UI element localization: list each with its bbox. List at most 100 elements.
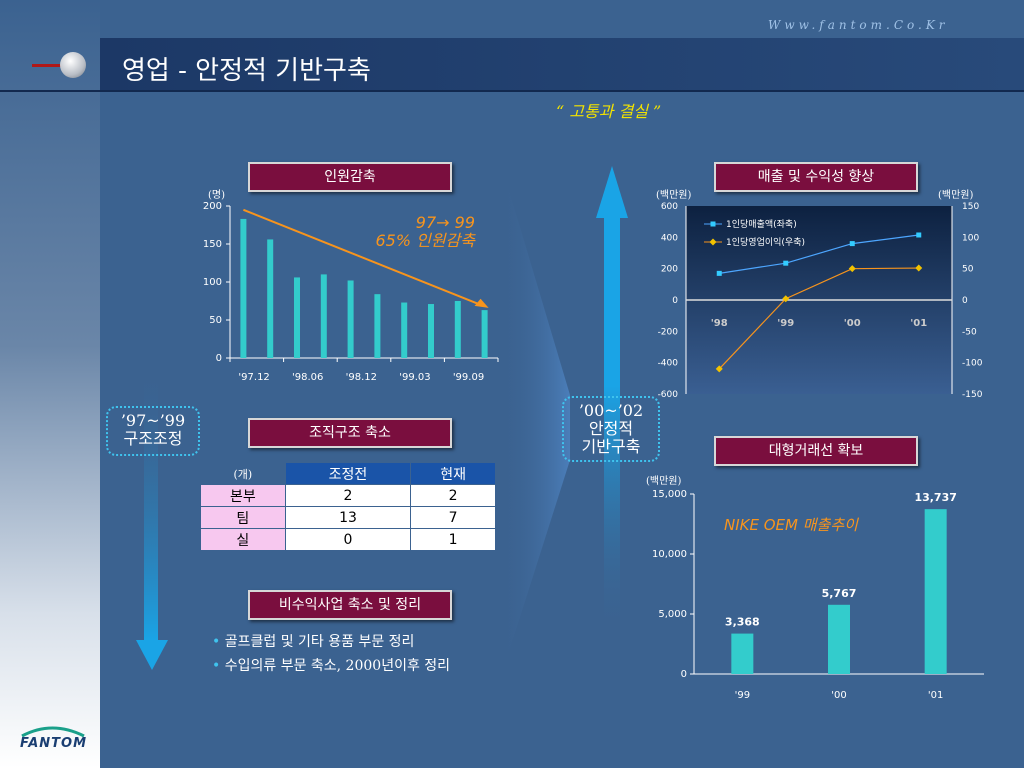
bar bbox=[347, 280, 354, 358]
y-left-tick-label: 200 bbox=[661, 265, 678, 275]
phase-right-label-2: 기반구축 bbox=[581, 437, 641, 456]
series-point bbox=[915, 264, 923, 272]
anno-year-end: 99 bbox=[449, 213, 475, 232]
x-tick-label: '99.03 bbox=[399, 372, 430, 383]
x-tick-label: '00 bbox=[844, 318, 861, 329]
bullet-item: • 골프클럽 및 기타 용품 부문 정리 bbox=[212, 630, 450, 654]
y-tick-label: 15,000 bbox=[652, 489, 687, 500]
series-line bbox=[719, 234, 919, 274]
row-label: 실 bbox=[200, 528, 286, 551]
nike-chart: 0 5,000 10,000 15,000 3,368 '99 5,767 '00 13,737… bbox=[652, 489, 984, 701]
series-point bbox=[849, 241, 855, 247]
up-arrow-head bbox=[596, 166, 628, 218]
sales-unit-right: (백만원) bbox=[938, 190, 974, 201]
fantom-logo-icon bbox=[21, 726, 85, 738]
bar bbox=[401, 302, 408, 358]
table-row: 실 0 1 bbox=[200, 528, 496, 551]
x-tick-label: '98 bbox=[711, 318, 728, 329]
fantom-logo-text: FANTOM bbox=[20, 736, 88, 751]
table-row: 팀 13 7 bbox=[200, 506, 496, 529]
data-label: 13,737 bbox=[914, 491, 956, 504]
x-tick-label: '99 bbox=[777, 318, 794, 329]
bar bbox=[481, 310, 488, 358]
bar bbox=[828, 604, 850, 674]
cell-now: 1 bbox=[410, 528, 496, 551]
series-point bbox=[715, 365, 723, 373]
bar bbox=[454, 301, 461, 358]
section-headcount: 인원감축 bbox=[248, 162, 452, 192]
bullet-text: 수입의류 부문 축소, 2000년이후 정리 bbox=[224, 658, 451, 674]
section-sales: 매출 및 수익성 향상 bbox=[714, 162, 918, 192]
trend-line bbox=[243, 208, 481, 306]
down-arrow-head bbox=[136, 640, 168, 670]
y-left-tick-label: -400 bbox=[658, 359, 679, 369]
table-unit: (개) bbox=[200, 462, 286, 485]
series-point bbox=[848, 265, 856, 273]
nonprofit-bullets: • 골프클럽 및 기타 용품 부문 정리 • 수입의류 부문 축소, 2000년… bbox=[212, 630, 450, 678]
title-divider bbox=[0, 90, 1024, 92]
website-url: Www.fantom.Co.Kr bbox=[768, 18, 949, 32]
funnel-shape bbox=[500, 160, 570, 680]
bar bbox=[267, 239, 274, 358]
x-tick-label: '01 bbox=[910, 318, 927, 329]
col-before: 조정전 bbox=[284, 462, 412, 485]
anno-reduction: 65% 인원감축 bbox=[375, 231, 475, 250]
cell-now: 2 bbox=[410, 484, 496, 507]
cell-now: 7 bbox=[410, 506, 496, 529]
cell-before: 2 bbox=[284, 484, 412, 507]
headcount-unit: (명) bbox=[208, 190, 226, 201]
section-nonprofit: 비수익사업 축소 및 정리 bbox=[248, 590, 452, 620]
headcount-chart: 0 50 100 150 200 '97.12 '98.06 '98.12 '99.03 '99.… bbox=[203, 201, 499, 383]
sales-unit-left: (백만원) bbox=[656, 190, 692, 201]
y-right-tick-label: 0 bbox=[962, 296, 968, 306]
data-label: 3,368 bbox=[725, 616, 760, 629]
table-header-row: (개) 조정전 현재 bbox=[200, 462, 496, 485]
bar bbox=[240, 218, 247, 358]
headcount-annotation: 97→ 99 65% 인원감축 bbox=[330, 214, 475, 250]
y-tick-label: 150 bbox=[203, 239, 222, 250]
x-tick-label: '01 bbox=[928, 690, 943, 701]
y-tick-label: 5,000 bbox=[658, 609, 687, 620]
up-arrow-shaft bbox=[604, 218, 620, 638]
series-point bbox=[783, 260, 789, 266]
phase-left-label: 구조조정 bbox=[123, 429, 183, 448]
y-tick-label: 10,000 bbox=[652, 549, 687, 560]
bar bbox=[374, 294, 381, 358]
slogan-quote: “ 고통과 결실 ” bbox=[556, 102, 662, 121]
legend-marker bbox=[710, 221, 716, 227]
bullet-text: 골프클럽 및 기타 용품 부문 정리 bbox=[224, 634, 415, 650]
phase-left-years: ’97~’99 bbox=[120, 411, 186, 430]
y-right-tick-label: 100 bbox=[962, 233, 979, 243]
section-org: 조직구조 축소 bbox=[248, 418, 452, 448]
y-right-tick-label: 50 bbox=[962, 265, 974, 275]
page-title: 영업 - 안정적 기반구축 bbox=[122, 56, 371, 86]
nike-chart-title: NIKE OEM 매출추이 bbox=[724, 516, 858, 534]
golf-ball-icon bbox=[60, 52, 86, 78]
legend-marker bbox=[709, 238, 717, 246]
legend-label: 1인당매출액(좌축) bbox=[726, 218, 797, 230]
bar bbox=[294, 277, 300, 358]
y-right-tick-label: -100 bbox=[962, 359, 983, 369]
x-tick-label: '99.09 bbox=[453, 372, 484, 383]
anno-year-start: 97 bbox=[415, 213, 437, 232]
x-tick-label: '98.06 bbox=[292, 372, 323, 383]
x-tick-label: '98.12 bbox=[346, 372, 377, 383]
needle-decoration bbox=[32, 64, 66, 67]
y-left-tick-label: 600 bbox=[661, 202, 678, 212]
bullet-icon: • bbox=[212, 634, 225, 650]
bar bbox=[428, 304, 434, 358]
series-line bbox=[718, 267, 919, 370]
phase-stabilization: ’00~’02 안정적 기반구축 bbox=[562, 396, 660, 462]
phase-restructuring: ’97~’99 구조조정 bbox=[106, 406, 200, 456]
y-left-tick-label: 400 bbox=[661, 233, 678, 243]
y-tick-label: 50 bbox=[209, 315, 222, 326]
data-label: 5,767 bbox=[822, 587, 857, 600]
org-table: (개) 조정전 현재 본부 2 2 팀 13 7 실 0 1 bbox=[200, 462, 496, 551]
bullet-item: • 수입의류 부문 축소, 2000년이후 정리 bbox=[212, 654, 450, 678]
bullet-icon: • bbox=[212, 658, 225, 674]
y-tick-label: 0 bbox=[216, 353, 222, 364]
x-tick-label: '99 bbox=[735, 690, 750, 701]
bar bbox=[731, 633, 754, 674]
col-now: 현재 bbox=[410, 462, 496, 485]
